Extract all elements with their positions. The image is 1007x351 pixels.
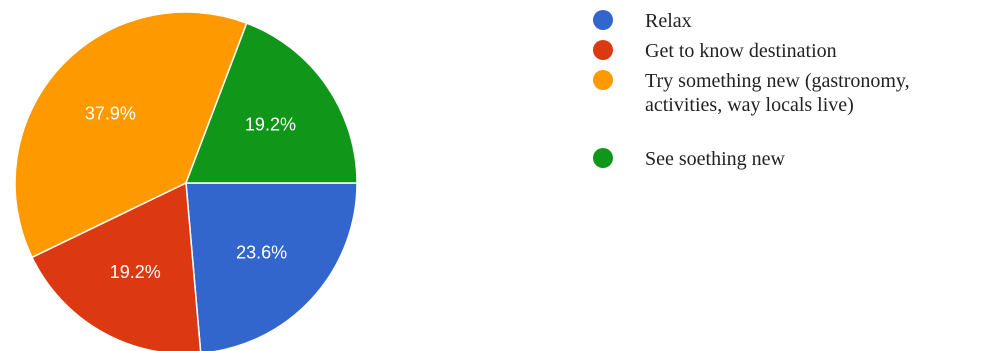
legend-swatch-get-to-know-destination — [593, 40, 613, 60]
legend-item-try-something-new[interactable]: Try something new (gastronomy, activitie… — [593, 69, 1003, 117]
legend-swatch-see-soething-new — [593, 148, 613, 168]
legend-item-get-to-know-destination[interactable]: Get to know destination — [593, 39, 1003, 63]
pie-slices — [14, 11, 358, 351]
slice-label-0: 23.6% — [236, 242, 287, 262]
legend-label-relax: Relax — [645, 10, 692, 32]
pie-slice-see-soething-new[interactable] — [184, 22, 358, 184]
slice-label-2: 37.9% — [85, 104, 136, 124]
legend: Relax Get to know destination Try someth… — [593, 9, 1003, 171]
pie-slice-try-something-new-gastronomy[interactable] — [14, 11, 248, 259]
slice-label-1: 19.2% — [110, 262, 161, 282]
legend-item-relax[interactable]: Relax — [593, 9, 1003, 33]
pie-slice-labels: 23.6% 19.2% 37.9% 19.2% — [85, 104, 296, 283]
legend-label-get-to-know-destination: Get to know destination — [645, 40, 837, 62]
legend-label-try-something-new-line-2: activities, way locals live) — [645, 94, 854, 116]
legend-label-see-soething-new: See soething new — [645, 148, 785, 170]
legend-item-see-soething-new[interactable]: See soething new — [593, 147, 1003, 171]
legend-swatch-relax — [593, 10, 613, 30]
pie-slice-relax[interactable] — [185, 182, 358, 351]
legend-label-try-something-new-line-1: Try something new (gastronomy, — [645, 70, 910, 92]
legend-swatch-try-something-new — [593, 70, 613, 90]
slice-label-3: 19.2% — [245, 115, 296, 135]
pie-slice-get-to-know-destination[interactable] — [30, 181, 202, 351]
